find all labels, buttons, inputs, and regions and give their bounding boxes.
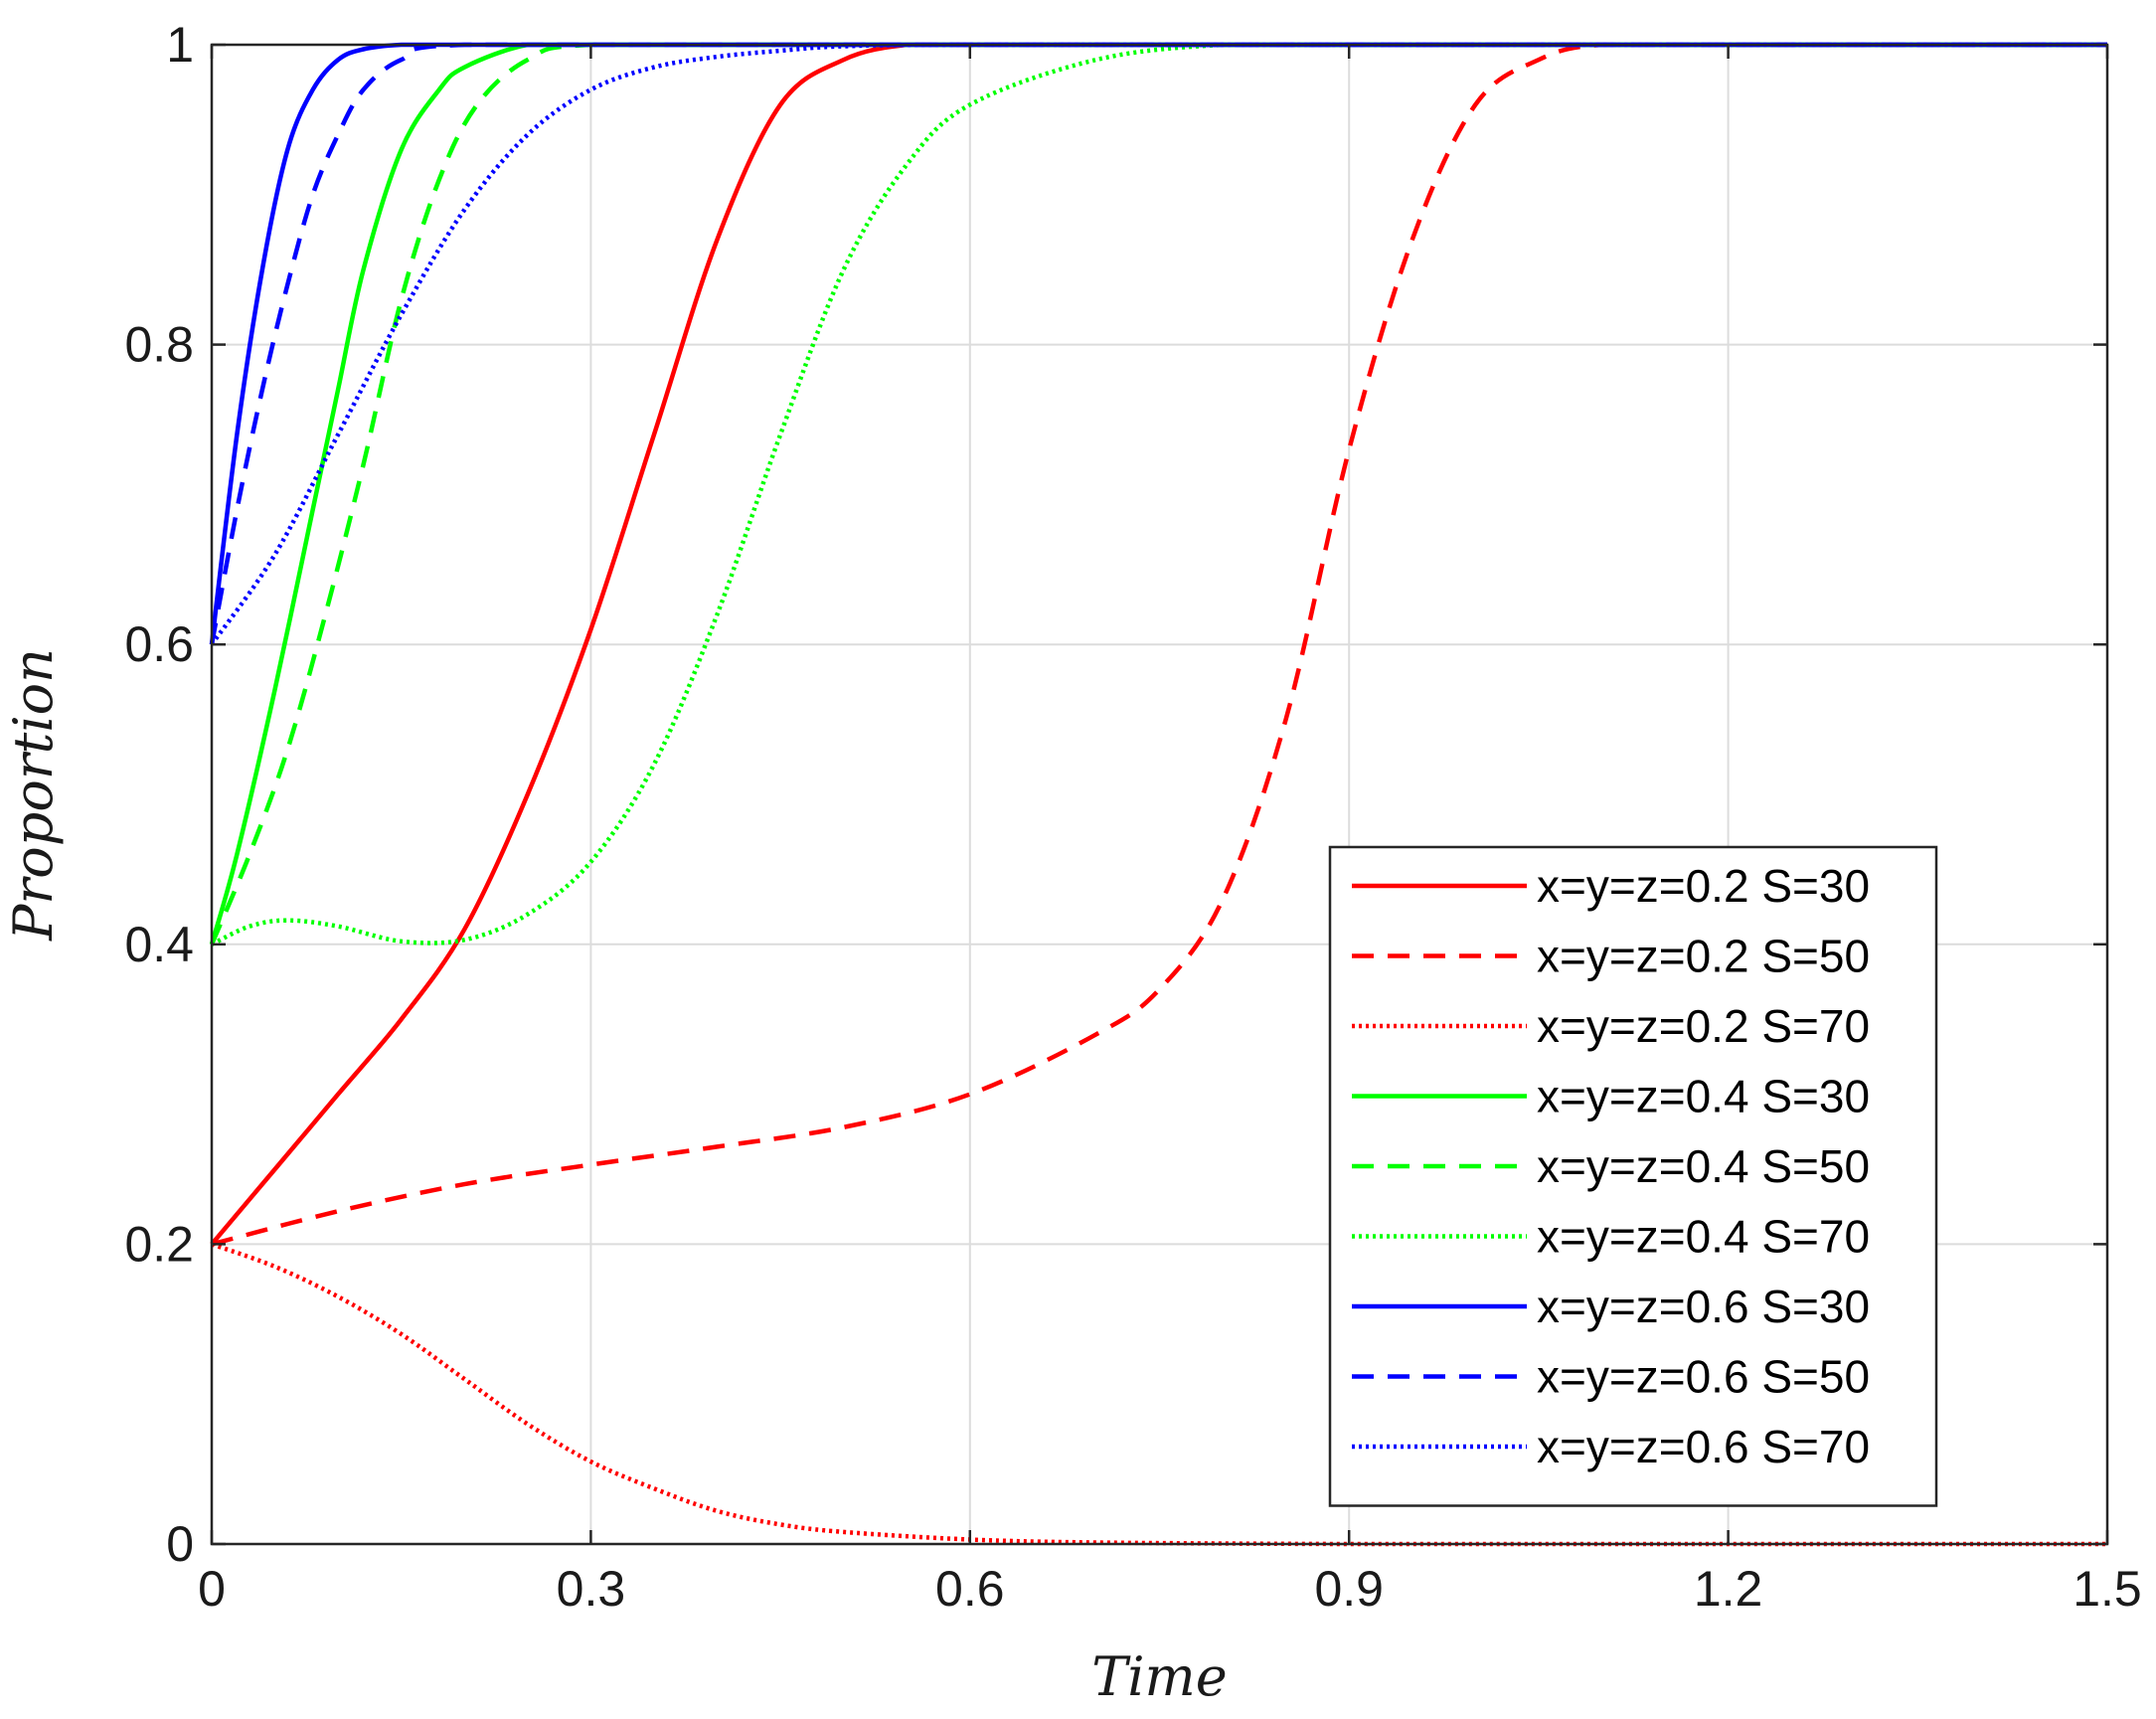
- x-tick-label: 1.2: [1694, 1561, 1763, 1617]
- x-tick-label: 0.6: [935, 1561, 1005, 1617]
- legend-label: x=y=z=0.4 S=50: [1537, 1140, 1870, 1192]
- legend-label: x=y=z=0.2 S=30: [1537, 860, 1870, 912]
- y-tick-label: 0.6: [124, 616, 194, 672]
- x-axis-title: Time: [1091, 1645, 1227, 1708]
- legend-label: x=y=z=0.4 S=30: [1537, 1071, 1870, 1122]
- legend-label: x=y=z=0.2 S=50: [1537, 931, 1870, 982]
- x-tick-label: 1.5: [2073, 1561, 2142, 1617]
- x-tick-label: 0.9: [1314, 1561, 1384, 1617]
- legend-label: x=y=z=0.4 S=70: [1537, 1211, 1870, 1263]
- series-line-2: [211, 42, 2107, 1247]
- ticks: 0 0.3 0.6 0.9 1.2 1.5 0 0.2 0.4 0.6 0.8 1: [124, 17, 2141, 1617]
- y-tick-label: 0.2: [124, 1216, 194, 1272]
- y-tick-label: 1: [166, 17, 194, 73]
- legend-label: x=y=z=0.6 S=50: [1537, 1351, 1870, 1403]
- y-axis-title: Proportion: [2, 648, 65, 942]
- y-tick-label: 0: [166, 1516, 194, 1572]
- y-tick-label: 0.8: [124, 317, 194, 373]
- x-tick-label: 0: [198, 1561, 226, 1617]
- series-line-6: [211, 42, 2107, 946]
- legend-label: x=y=z=0.2 S=70: [1537, 1000, 1870, 1052]
- legend-label: x=y=z=0.6 S=30: [1537, 1281, 1870, 1332]
- legend-label: x=y=z=0.6 S=70: [1537, 1421, 1870, 1472]
- x-tick-label: 0.3: [557, 1561, 626, 1617]
- axes-box: [210, 43, 2109, 1546]
- legend: x=y=z=0.2 S=30 x=y=z=0.2 S=50 x=y=z=0.2 S=…: [1328, 845, 1938, 1507]
- series-line-3: [211, 1242, 2107, 1547]
- y-tick-label: 0.4: [124, 917, 194, 972]
